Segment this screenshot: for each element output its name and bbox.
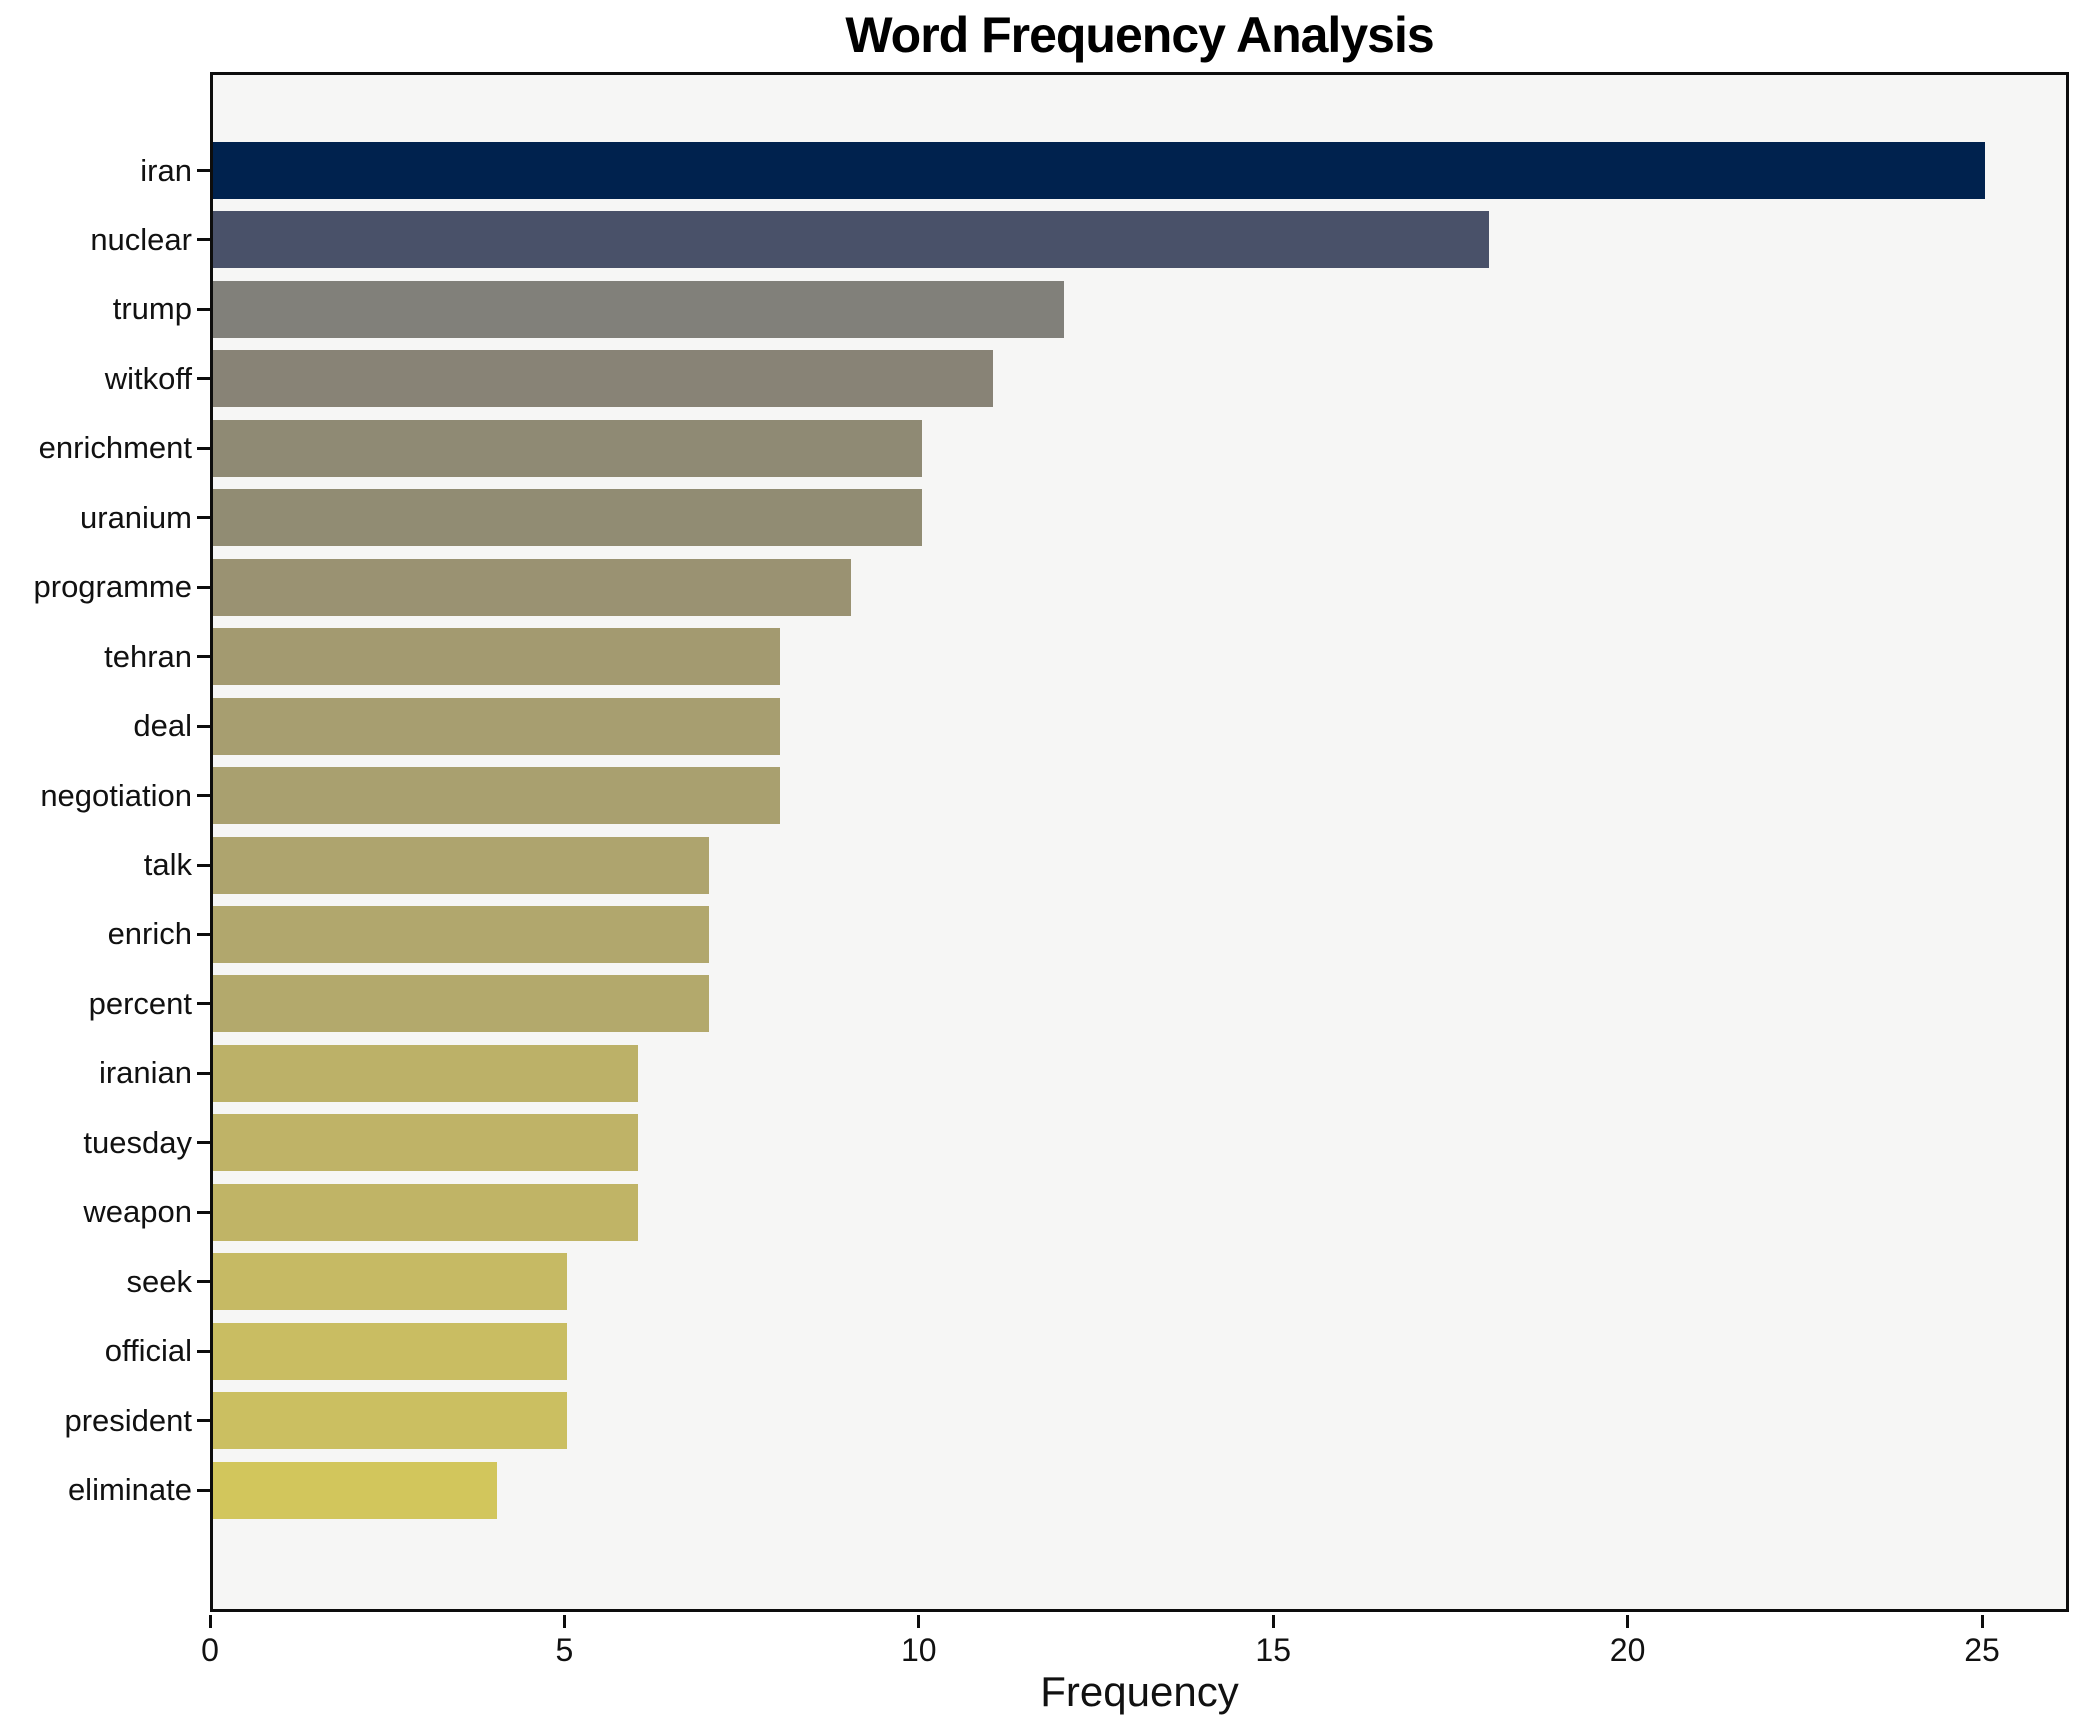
y-tick-mark — [197, 863, 210, 867]
y-tick-mark — [197, 932, 210, 936]
y-tick-label-seek: seek — [126, 1263, 192, 1299]
y-tick-label-enrichment: enrichment — [38, 430, 192, 466]
y-tick-mark — [197, 1488, 210, 1492]
plot-area — [210, 72, 2069, 1612]
bar-enrichment — [213, 419, 922, 477]
y-tick-mark — [197, 1419, 210, 1423]
y-tick-mark — [197, 1349, 210, 1353]
x-tick-label-25: 25 — [1964, 1632, 2000, 1668]
y-tick-label-official: official — [104, 1333, 192, 1369]
bar-negotiation — [213, 767, 781, 825]
y-tick-mark — [197, 1071, 210, 1075]
bar-witkoff — [213, 350, 993, 408]
bar-nuclear — [213, 211, 1489, 269]
y-tick-mark — [197, 1002, 210, 1006]
chart-title: Word Frequency Analysis — [845, 7, 1434, 63]
bar-iran — [213, 142, 1985, 199]
y-tick-mark — [197, 794, 210, 798]
bar-percent — [213, 975, 710, 1033]
bar-programme — [213, 558, 851, 616]
x-axis-label: Frequency — [1040, 1668, 1239, 1715]
bar-talk — [213, 836, 710, 894]
x-tick-label-20: 20 — [1609, 1632, 1646, 1668]
y-tick-label-tuesday: tuesday — [83, 1124, 192, 1160]
x-tick-mark — [917, 1615, 921, 1628]
bar-president — [213, 1392, 568, 1450]
bar-tehran — [213, 628, 781, 686]
y-tick-label-eliminate: eliminate — [67, 1472, 192, 1508]
y-tick-mark — [197, 516, 210, 520]
y-tick-mark — [197, 446, 210, 450]
y-tick-label-iranian: iranian — [98, 1055, 192, 1091]
x-tick-mark — [1980, 1615, 1984, 1628]
y-tick-label-weapon: weapon — [83, 1194, 192, 1230]
x-tick-label-5: 5 — [555, 1632, 574, 1668]
y-tick-label-percent: percent — [88, 985, 192, 1021]
y-tick-label-enrich: enrich — [107, 916, 192, 952]
x-tick-mark — [208, 1615, 212, 1628]
y-tick-label-programme: programme — [33, 569, 193, 605]
y-tick-mark — [197, 655, 210, 659]
y-tick-label-president: president — [64, 1402, 192, 1438]
y-tick-label-nuclear: nuclear — [90, 221, 192, 257]
bar-tuesday — [213, 1114, 639, 1172]
x-tick-mark — [1626, 1615, 1630, 1628]
y-tick-mark — [197, 169, 210, 172]
y-tick-mark — [197, 1141, 210, 1145]
y-tick-label-trump: trump — [112, 291, 192, 327]
y-tick-label-uranium: uranium — [80, 499, 192, 535]
y-tick-mark — [197, 1210, 210, 1214]
y-tick-label-deal: deal — [133, 708, 192, 744]
bar-iranian — [213, 1044, 639, 1102]
bar-official — [213, 1322, 568, 1380]
y-tick-label-witkoff: witkoff — [104, 360, 192, 396]
y-tick-mark — [197, 1280, 210, 1284]
y-tick-label-negotiation: negotiation — [40, 777, 192, 813]
bar-trump — [213, 280, 1064, 338]
y-tick-mark — [197, 307, 210, 311]
x-tick-label-0: 0 — [201, 1632, 219, 1668]
x-tick-label-15: 15 — [1255, 1632, 1291, 1668]
y-tick-mark — [197, 377, 210, 381]
bar-uranium — [213, 489, 922, 547]
bar-eliminate — [213, 1461, 497, 1519]
x-tick-mark — [1271, 1615, 1275, 1628]
bar-deal — [213, 697, 781, 755]
y-tick-label-iran: iran — [140, 152, 192, 188]
y-tick-label-tehran: tehran — [104, 638, 192, 674]
y-tick-mark — [197, 238, 210, 242]
bar-seek — [213, 1253, 568, 1311]
y-tick-mark — [197, 585, 210, 589]
x-tick-mark — [562, 1615, 566, 1628]
bar-enrich — [213, 905, 710, 963]
bar-weapon — [213, 1183, 639, 1241]
y-tick-label-talk: talk — [143, 847, 192, 882]
y-tick-mark — [197, 724, 210, 728]
x-tick-label-10: 10 — [901, 1632, 937, 1668]
